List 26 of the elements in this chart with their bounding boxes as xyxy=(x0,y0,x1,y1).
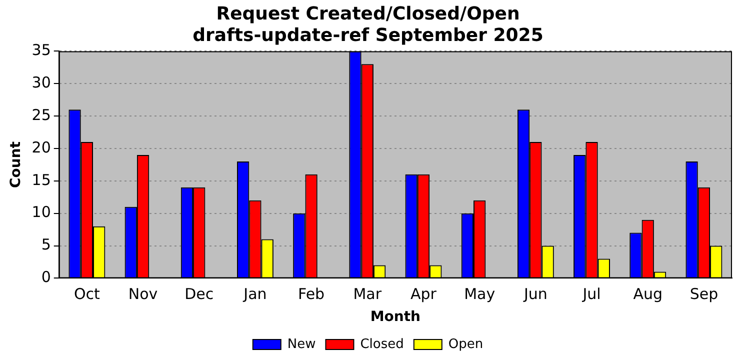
x-tick-label: Sep xyxy=(690,285,718,304)
x-tick-label: Feb xyxy=(298,285,325,304)
x-tick-label: Apr xyxy=(410,285,438,304)
y-tick-label: 30 xyxy=(32,74,51,92)
x-tick-label: Oct xyxy=(74,285,100,304)
y-tick-label: 5 xyxy=(41,236,51,254)
x-tick-label: Jan xyxy=(242,285,267,304)
x-tick-label: May xyxy=(464,285,496,304)
legend-label: Closed xyxy=(360,336,404,352)
y-tick-label: 15 xyxy=(32,170,51,189)
x-axis-title: Month xyxy=(370,309,421,326)
x-tick-label: Dec xyxy=(184,285,214,304)
x-tick-label: Jul xyxy=(582,285,601,304)
x-tick-label: Aug xyxy=(633,285,663,304)
x-tick-label: Jun xyxy=(522,285,548,304)
x-tick-label: Nov xyxy=(128,285,158,304)
y-tick-label: 25 xyxy=(32,106,51,124)
y-tick-label: 0 xyxy=(41,268,51,286)
x-tick-label: Mar xyxy=(353,285,382,304)
chart-title: Request Created/Closed/Open drafts-update-ref September 2025 xyxy=(192,3,544,46)
y-tick-label: 10 xyxy=(32,203,51,222)
y-axis-title: Count xyxy=(8,141,24,188)
legend-label: Open xyxy=(448,336,484,352)
legend-label: New xyxy=(287,336,316,352)
y-tick-label: 20 xyxy=(32,138,51,156)
y-tick-label: 35 xyxy=(32,41,51,60)
